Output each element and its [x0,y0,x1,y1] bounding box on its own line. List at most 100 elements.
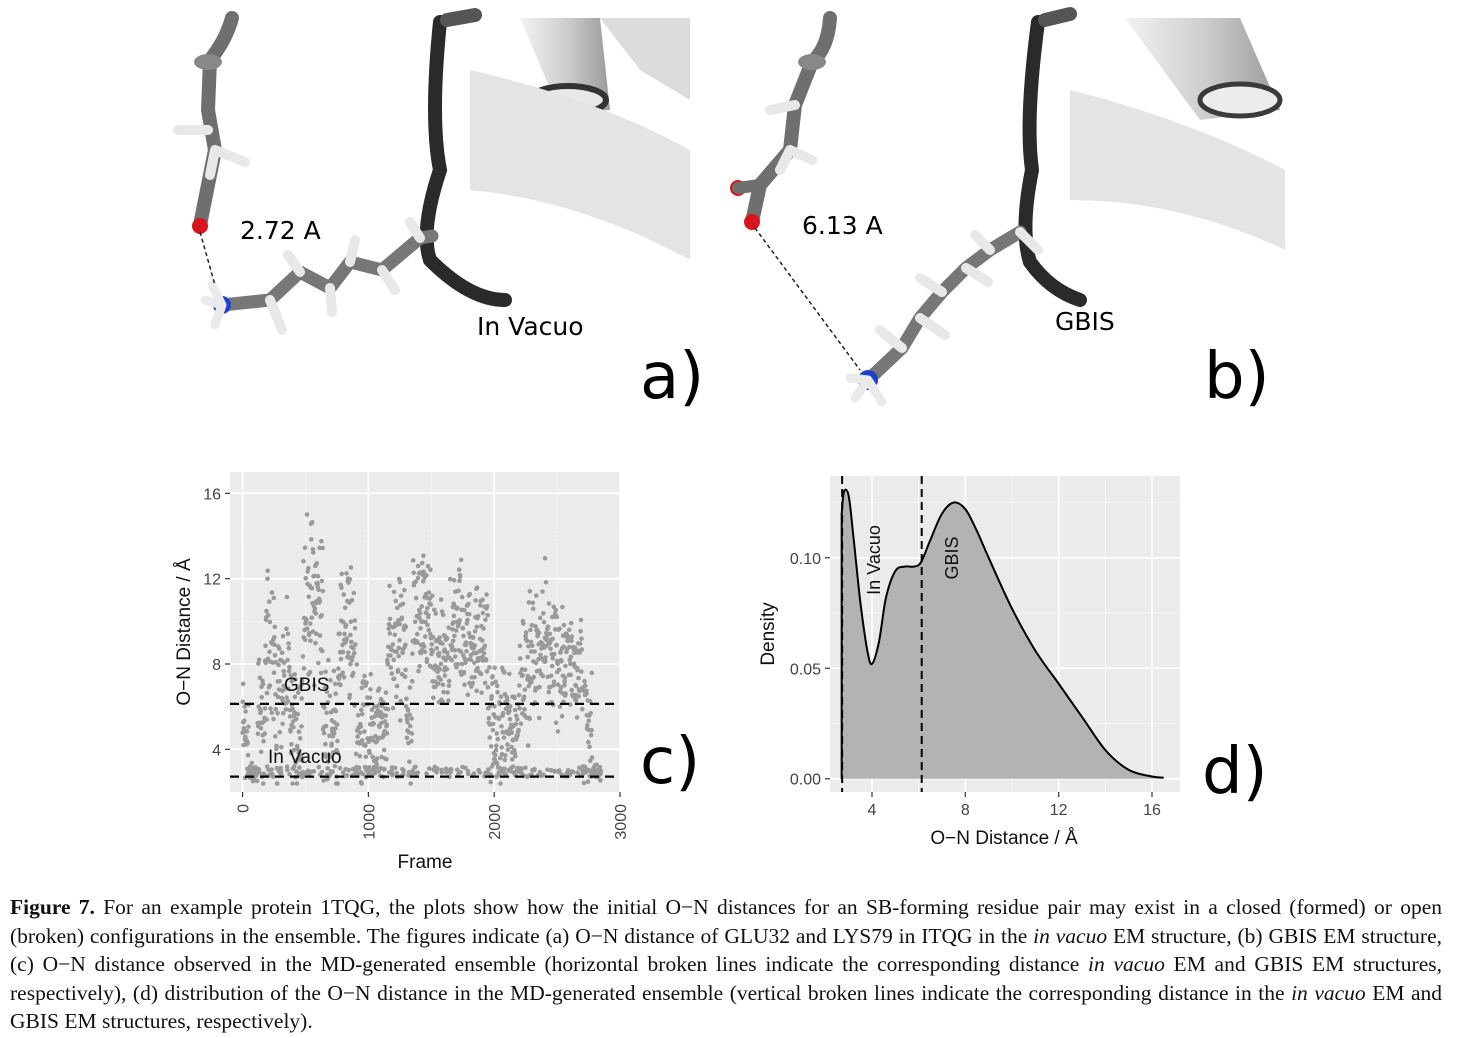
panel-c-point [486,715,492,721]
panel-c-point [515,733,520,738]
panel-c-point [512,695,517,701]
panel-c-point [295,711,300,717]
panel-c-point [262,706,268,711]
panel-c-point [426,590,432,595]
panel-c-point [453,628,459,633]
panel-c-point [585,779,591,784]
panel-c-point [382,719,388,724]
panel-c-point [410,651,415,656]
panel-c-point [356,765,362,770]
panel-c-point [495,689,500,695]
panel-c-point [300,654,306,659]
panel-c-point [440,641,445,646]
panel-c-point [314,561,320,566]
panel-c-point [291,747,297,753]
panel-d-ytick-label: 0.05 [790,661,821,678]
panel-c-point [422,649,428,655]
panel-c-point [302,545,308,550]
panel-c-point [462,682,467,687]
panel-d-letter: d) [1202,735,1268,809]
panel-c-point [541,619,547,625]
panel-c-point [245,740,250,746]
panel-c-point [342,631,347,637]
panel-c-point [284,695,289,700]
panel-c-point [509,730,515,735]
panel-c-point [286,668,292,674]
panel-c-point [413,764,418,770]
panel-c-point [425,563,431,569]
panel-c-point [357,753,363,759]
panel-c-point [438,597,444,602]
panel-c-hline-label-invacuo: In Vacuo [268,747,342,768]
panel-c-point [275,694,281,700]
panel-c-point [554,614,560,620]
panel-c-point [459,594,465,600]
panel-c-point [395,605,400,611]
panel-b: 6.13 A GBIS b) [720,0,1458,440]
panel-c-point [499,724,504,729]
panel-c-point [545,624,551,629]
panel-c-point [587,744,592,749]
caption-text-1: For an example protein 1TQG, the plots s… [10,895,1442,948]
panel-c-point [260,678,265,683]
panel-c-point [384,757,389,762]
panel-c-point [419,560,425,566]
panel-c-point [367,750,372,756]
panel-c-point [270,774,276,779]
panel-c-point [536,656,541,662]
panel-c-point [507,717,513,722]
panel-c-point [359,707,364,713]
panel-c-point [554,642,559,648]
panel-c-point [389,671,395,676]
panel-c-point [492,752,498,758]
panel-c-point [360,771,366,777]
panel-c-point [332,681,338,687]
panel-c-point [521,621,526,626]
panel-c-point [550,636,555,642]
panel-c-point [424,771,429,776]
panel-c-point [472,660,477,666]
panel-c-point [435,766,440,771]
panel-c-point [457,618,463,623]
panel-c-point [451,620,456,625]
figure-label: Figure 7. [10,895,95,919]
panel-c-point [410,558,416,563]
panel-c-point [404,696,409,702]
panel-c-point [289,742,294,747]
panel-c-point [285,657,290,663]
panel-c-point [335,750,341,756]
panel-c-point [329,741,334,746]
panel-c-point [355,734,360,739]
panel-c-point [420,578,426,584]
panel-c-point [552,651,557,657]
panel-c-point [598,768,604,774]
panel-c-point [402,587,407,593]
panel-c-point [407,759,412,764]
panel-c-point [265,613,271,618]
panel-c-point [543,659,548,664]
panel-c-point [397,579,403,585]
panel-c-point [353,642,358,647]
panel-c-point [273,706,279,712]
panel-c-point [483,617,488,623]
panel-c-point [490,721,496,727]
panel-c-point [359,738,365,743]
panel-c-point [383,690,389,695]
panel-c-point [472,629,478,634]
panel-c-point [382,766,387,772]
panel-c-point [297,736,303,741]
panel-c-point [267,599,272,604]
panel-c-point [445,650,450,655]
panel-c-point [427,766,432,771]
panel-c-point [493,747,499,753]
panel-c-point [510,764,516,769]
panel-c-point [541,611,546,616]
panel-c-point [272,624,278,630]
panel-c-point [530,600,536,606]
panel-c-point [312,683,317,688]
panel-d-xtick-label: 12 [1050,802,1068,819]
panel-c-point [533,593,539,598]
panel-c-point [529,643,535,648]
panel-c-point [413,595,419,601]
panel-c-point [416,668,421,674]
